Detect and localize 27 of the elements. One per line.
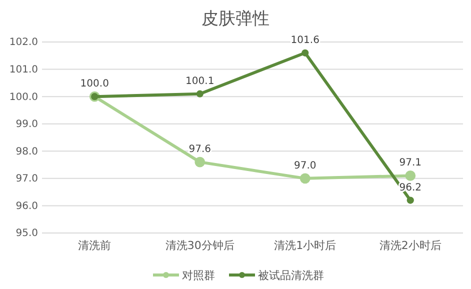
legend-label: 被试品清洗群 [258,269,324,282]
x-tick-label: 清洗30分钟后 [165,238,234,252]
x-tick-label: 清洗前 [78,238,112,252]
y-tick-label: 102.0 [9,37,38,48]
y-tick-label: 95.0 [16,228,38,240]
x-tick-label: 清洗1小时后 [274,238,336,252]
data-label: 101.6 [290,34,320,46]
y-tick-label: 97.0 [16,174,38,185]
y-tick-label: 100.0 [9,92,38,103]
data-label: 100.0 [80,78,109,90]
x-tick-label: 清洗2小时后 [379,238,442,252]
point [300,173,310,184]
y-tick-label: 99.0 [16,119,38,130]
data-label: 97.0 [294,160,316,172]
point [194,156,206,168]
data-label: 100.1 [186,76,214,87]
point [196,90,204,98]
point [406,196,414,204]
point [405,170,416,181]
legend-label: 对照群 [182,269,215,282]
y-tick-label: 98.0 [16,146,38,158]
y-tick-label: 101.0 [9,64,38,76]
chart-title: 皮肤弹性 [202,9,270,29]
point [302,49,309,56]
data-label: 97.1 [399,158,422,169]
y-tick-label: 96.0 [16,200,38,212]
data-label: 97.6 [188,144,212,156]
